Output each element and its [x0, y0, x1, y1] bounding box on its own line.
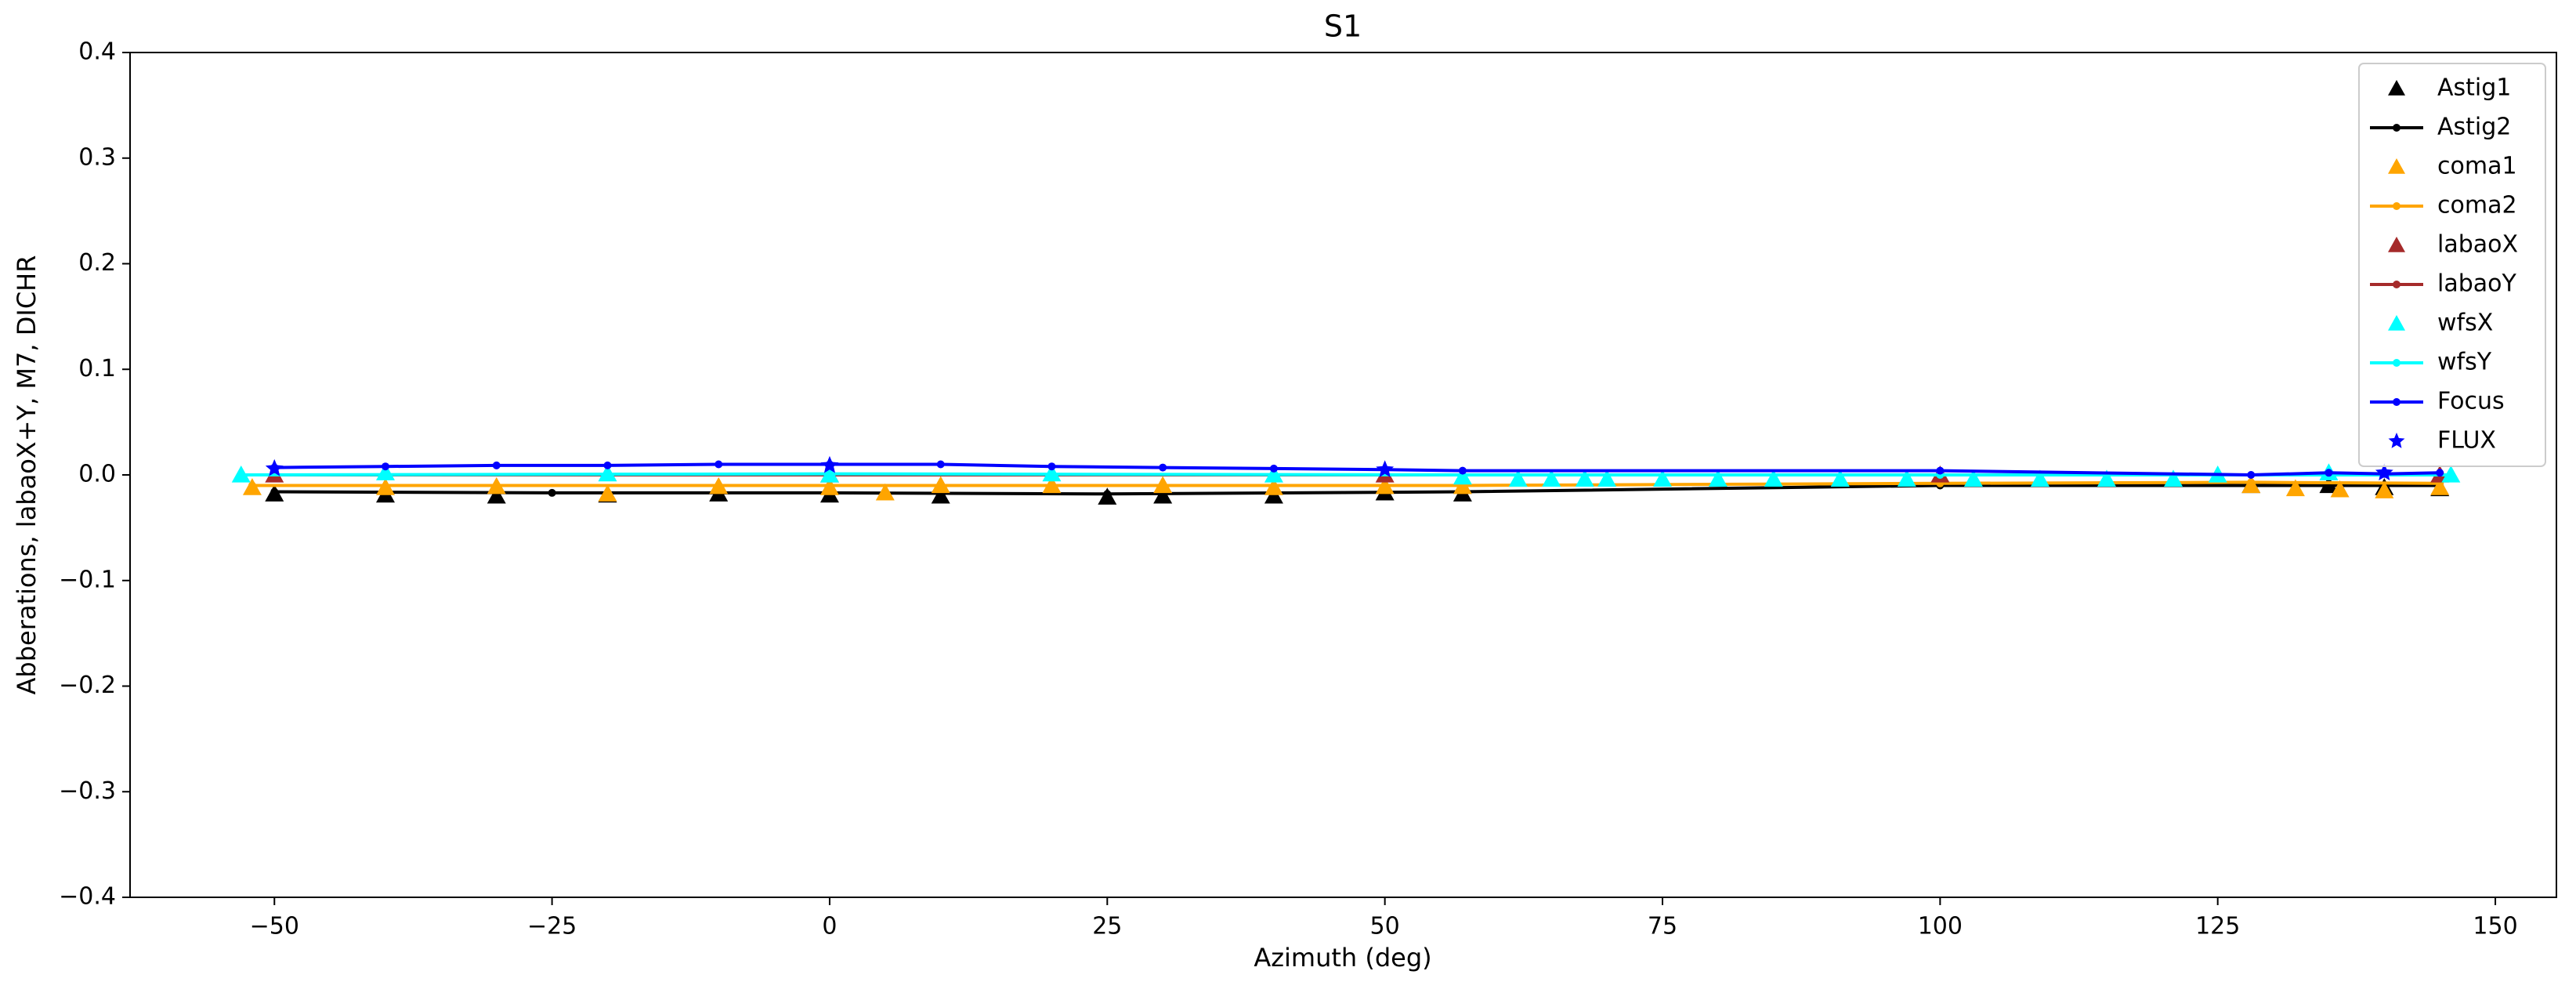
y-tick-label: 0.1 — [78, 355, 116, 382]
legend-label: FLUX — [2437, 427, 2496, 455]
marker — [820, 455, 839, 473]
y-tick-label: −0.2 — [59, 672, 116, 699]
marker — [598, 484, 617, 502]
marker — [1508, 469, 1528, 487]
point — [2436, 469, 2444, 477]
legend-marker — [2393, 124, 2401, 132]
legend-marker — [2393, 398, 2401, 406]
x-tick-label: 50 — [1370, 913, 1400, 940]
series-line — [274, 484, 2440, 496]
legend-marker — [2388, 433, 2405, 448]
series-line — [251, 480, 2440, 487]
x-tick-label: 125 — [2195, 913, 2240, 940]
marker — [2285, 479, 2305, 497]
y-tick-label: 0.4 — [78, 38, 116, 66]
marker — [875, 483, 895, 501]
legend-label: coma2 — [2437, 192, 2517, 219]
marker — [1597, 469, 1617, 487]
point — [1159, 463, 1167, 472]
y-tick-label: −0.1 — [59, 566, 116, 593]
legend-marker — [2393, 281, 2401, 288]
point — [2325, 469, 2333, 477]
marker — [1708, 469, 1728, 487]
point — [382, 462, 389, 471]
marker — [1542, 469, 1561, 487]
marker — [2164, 469, 2183, 487]
marker — [2030, 469, 2050, 487]
legend-marker — [2393, 359, 2401, 367]
y-tick-label: 0.3 — [78, 143, 116, 171]
point — [248, 481, 256, 490]
y-tick-label: −0.4 — [59, 883, 116, 911]
x-tick-label: 25 — [1092, 913, 1122, 940]
point — [825, 481, 834, 490]
legend-box — [2358, 63, 2546, 467]
legend: Astig1 Astig2 coma1 coma2 labaoX labaoY wfsX wf… — [2358, 63, 2546, 467]
x-tick-label: −50 — [250, 913, 299, 940]
legend-label: labaoY — [2437, 270, 2517, 298]
y-tick-label: 0.0 — [78, 461, 116, 488]
marker — [2097, 469, 2116, 487]
marker — [1963, 469, 1983, 487]
legend-marker — [2388, 158, 2405, 174]
legend-label: coma1 — [2437, 153, 2517, 180]
x-axis-label: Azimuth (deg) — [1254, 943, 1431, 973]
legend-marker — [2388, 315, 2405, 331]
point — [603, 461, 612, 469]
marker — [1653, 469, 1672, 487]
marker — [265, 458, 284, 476]
point — [825, 469, 834, 478]
plot-frame — [129, 52, 2557, 898]
x-tick-label: −25 — [527, 913, 577, 940]
legend-label: labaoX — [2437, 231, 2518, 259]
marker — [2375, 463, 2393, 481]
point — [2447, 471, 2455, 479]
plot-area — [231, 455, 2461, 505]
y-tick-label: 0.2 — [78, 249, 116, 277]
marker — [1575, 469, 1594, 487]
point — [2247, 478, 2256, 487]
point — [2247, 471, 2256, 479]
marker — [487, 486, 506, 504]
legend-marker — [2388, 80, 2405, 96]
marker — [1376, 460, 1395, 477]
marker — [931, 486, 950, 504]
legend-label: Astig2 — [2437, 114, 2511, 141]
point — [1458, 466, 1467, 475]
chart-title: S1 — [1324, 9, 1362, 44]
x-tick-label: 0 — [822, 913, 837, 940]
x-tick-label: 75 — [1648, 913, 1677, 940]
point — [237, 471, 245, 479]
y-axis-label: Abberations, labaoX+Y, M7, DICHR — [12, 255, 42, 695]
marker — [1897, 469, 1916, 487]
marker — [1764, 469, 1783, 487]
point — [1047, 462, 1056, 471]
point — [936, 460, 945, 469]
point — [1936, 466, 1945, 475]
legend-marker — [2393, 202, 2401, 210]
legend-label: Astig1 — [2437, 74, 2511, 102]
legend-marker — [2388, 237, 2405, 252]
point — [492, 461, 501, 469]
point — [1269, 464, 1278, 473]
point — [270, 487, 279, 496]
legend-label: wfsX — [2437, 310, 2493, 337]
legend-label: wfsY — [2437, 349, 2492, 376]
point — [715, 460, 723, 469]
point — [1103, 490, 1112, 498]
marker — [1830, 469, 1850, 487]
y-tick-label: −0.3 — [59, 777, 116, 805]
point — [548, 488, 556, 497]
legend-label: Focus — [2437, 388, 2505, 415]
x-tick-label: 100 — [1918, 913, 1963, 940]
marker — [2375, 481, 2394, 498]
x-tick-label: 150 — [2473, 913, 2517, 940]
marker — [2330, 480, 2350, 498]
